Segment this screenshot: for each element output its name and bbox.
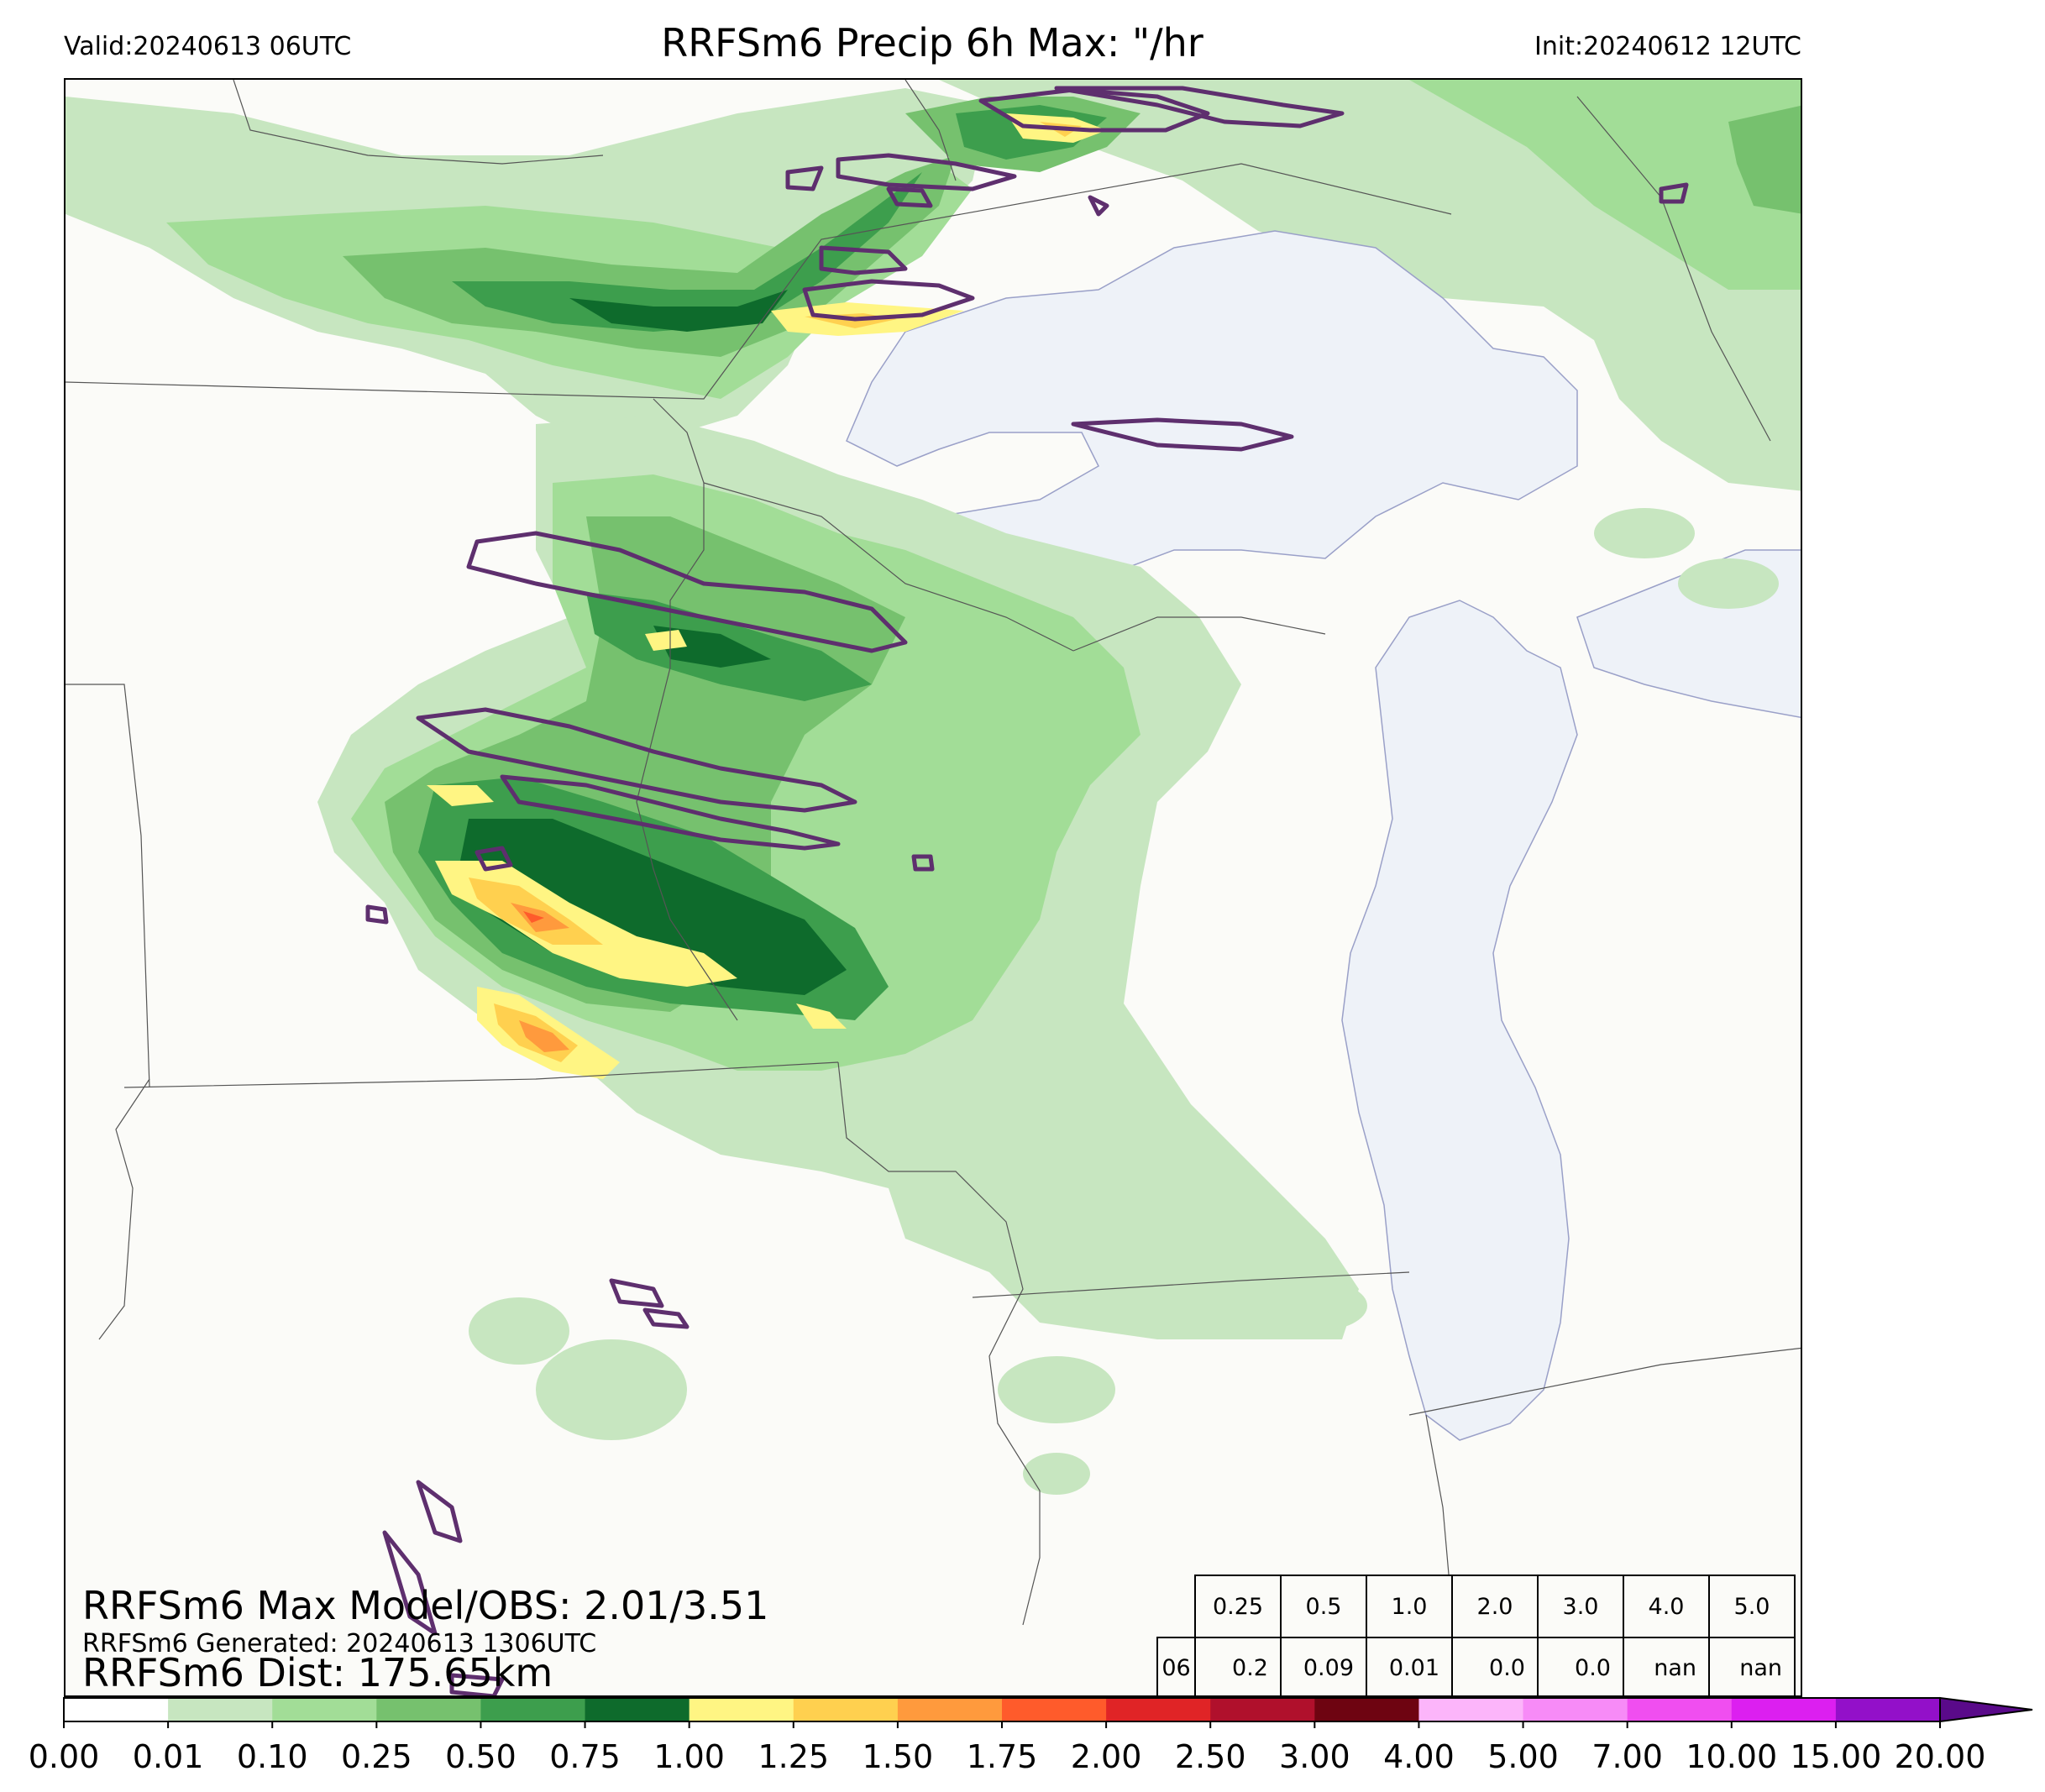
threshold-stats-table: 0.25 0.5 1.0 2.0 3.0 4.0 5.0 06 0.2 0.09 0.01 0.0 0.… — [1156, 1575, 1801, 1695]
precip-north — [66, 88, 1140, 441]
colorbar-extend-arrow — [1939, 1696, 2033, 1723]
max-model-obs-label: RRFSm6 Max Model/OBS: 2.01/3.51 — [82, 1583, 769, 1628]
chart-title: RRFSm6 Precip 6h Max: "/hr — [661, 20, 1203, 65]
colorbar-segment — [689, 1698, 794, 1721]
stats-threshold-cell: 0.5 — [1280, 1575, 1367, 1638]
colorbar-segment — [585, 1698, 690, 1721]
colorbar-tick-label: 0.01 — [132, 1738, 204, 1775]
precip-south — [469, 508, 1779, 1495]
colorbar-tick-label: 10.00 — [1686, 1738, 1778, 1775]
colorbar-tick-label: 2.00 — [1070, 1738, 1142, 1775]
precip-map: RRFSm6 Max Model/OBS: 2.01/3.51 RRFSm6 G… — [64, 78, 1802, 1697]
stats-value-cell: 0.2 — [1194, 1637, 1282, 1695]
stats-value-cell: nan — [1623, 1637, 1710, 1695]
colorbar-segment — [1731, 1698, 1837, 1721]
colorbar-tick-label: 0.10 — [236, 1738, 308, 1775]
stats-value-cell: 0.0 — [1451, 1637, 1539, 1695]
distance-label: RRFSm6 Dist: 175.65km — [82, 1650, 553, 1695]
stats-threshold-cell: 5.0 — [1708, 1575, 1796, 1638]
lake-michigan — [1341, 600, 1578, 1441]
colorbar-tick-label: 1.00 — [653, 1738, 725, 1775]
colorbar-tick-label: 1.50 — [862, 1738, 934, 1775]
colorbar-segment — [272, 1698, 377, 1721]
colorbar-tick-label: 4.00 — [1383, 1738, 1455, 1775]
colorbar-tick-label: 3.00 — [1279, 1738, 1350, 1775]
colorbar-segment — [1418, 1698, 1524, 1721]
colorbar-tick-label: 5.00 — [1487, 1738, 1559, 1775]
colorbar-segment — [1835, 1698, 1941, 1721]
colorbar-tick-label: 7.00 — [1591, 1738, 1663, 1775]
colorbar-segment — [64, 1698, 169, 1721]
stats-value-cell: 0.09 — [1280, 1637, 1367, 1695]
colorbar-segment — [1523, 1698, 1628, 1721]
valid-time-label: Valid:20240613 06UTC — [64, 32, 352, 61]
colorbar-tick-label: 2.50 — [1174, 1738, 1246, 1775]
colorbar-segment — [480, 1698, 586, 1721]
colorbar-segment — [376, 1698, 481, 1721]
init-time-label: Init:20240612 12UTC — [1534, 32, 1801, 61]
colorbar-segment — [1002, 1698, 1107, 1721]
colorbar-tick-label: 1.75 — [966, 1738, 1038, 1775]
colorbar-segment — [1314, 1698, 1419, 1721]
colorbar-tick-label: 0.50 — [445, 1738, 516, 1775]
stats-value-cell: 0.0 — [1537, 1637, 1624, 1695]
colorbar-segment — [168, 1698, 273, 1721]
stats-threshold-cell: 2.0 — [1451, 1575, 1539, 1638]
colorbar-segment — [1106, 1698, 1211, 1721]
stats-threshold-cell: 1.0 — [1366, 1575, 1453, 1638]
canada-precip-field-2 — [1409, 80, 1801, 290]
colorbar-tick-label: 0.75 — [549, 1738, 621, 1775]
colorbar-tick-label: 1.25 — [758, 1738, 830, 1775]
colorbar-segment — [1210, 1698, 1315, 1721]
generated-time-label: RRFSm6 Generated: 20240613 1306UTC — [82, 1629, 597, 1658]
colorbar-segment — [1627, 1698, 1733, 1721]
canada-precip-field-3 — [1728, 105, 1801, 214]
stats-threshold-cell: 4.0 — [1623, 1575, 1710, 1638]
colorbar-segment — [897, 1698, 1003, 1721]
lake-superior — [846, 230, 1578, 584]
stats-threshold-cell: 3.0 — [1537, 1575, 1624, 1638]
colorbar-tick-label: 0.25 — [341, 1738, 412, 1775]
stats-value-cell: 0.01 — [1366, 1637, 1453, 1695]
colorbar-segment — [793, 1698, 899, 1721]
stats-row-label: 06 — [1156, 1637, 1196, 1695]
stats-value-cell: nan — [1708, 1637, 1796, 1695]
observed-precip-contours — [365, 86, 1689, 1695]
map-canvas — [66, 80, 1801, 1695]
colorbar-tick-label: 15.00 — [1790, 1738, 1882, 1775]
colorbar-tick-label: 0.00 — [28, 1738, 100, 1775]
colorbar-frame — [63, 1697, 1941, 1722]
colorbar-tick-label: 20.00 — [1894, 1738, 1986, 1775]
stats-threshold-cell: 0.25 — [1194, 1575, 1282, 1638]
